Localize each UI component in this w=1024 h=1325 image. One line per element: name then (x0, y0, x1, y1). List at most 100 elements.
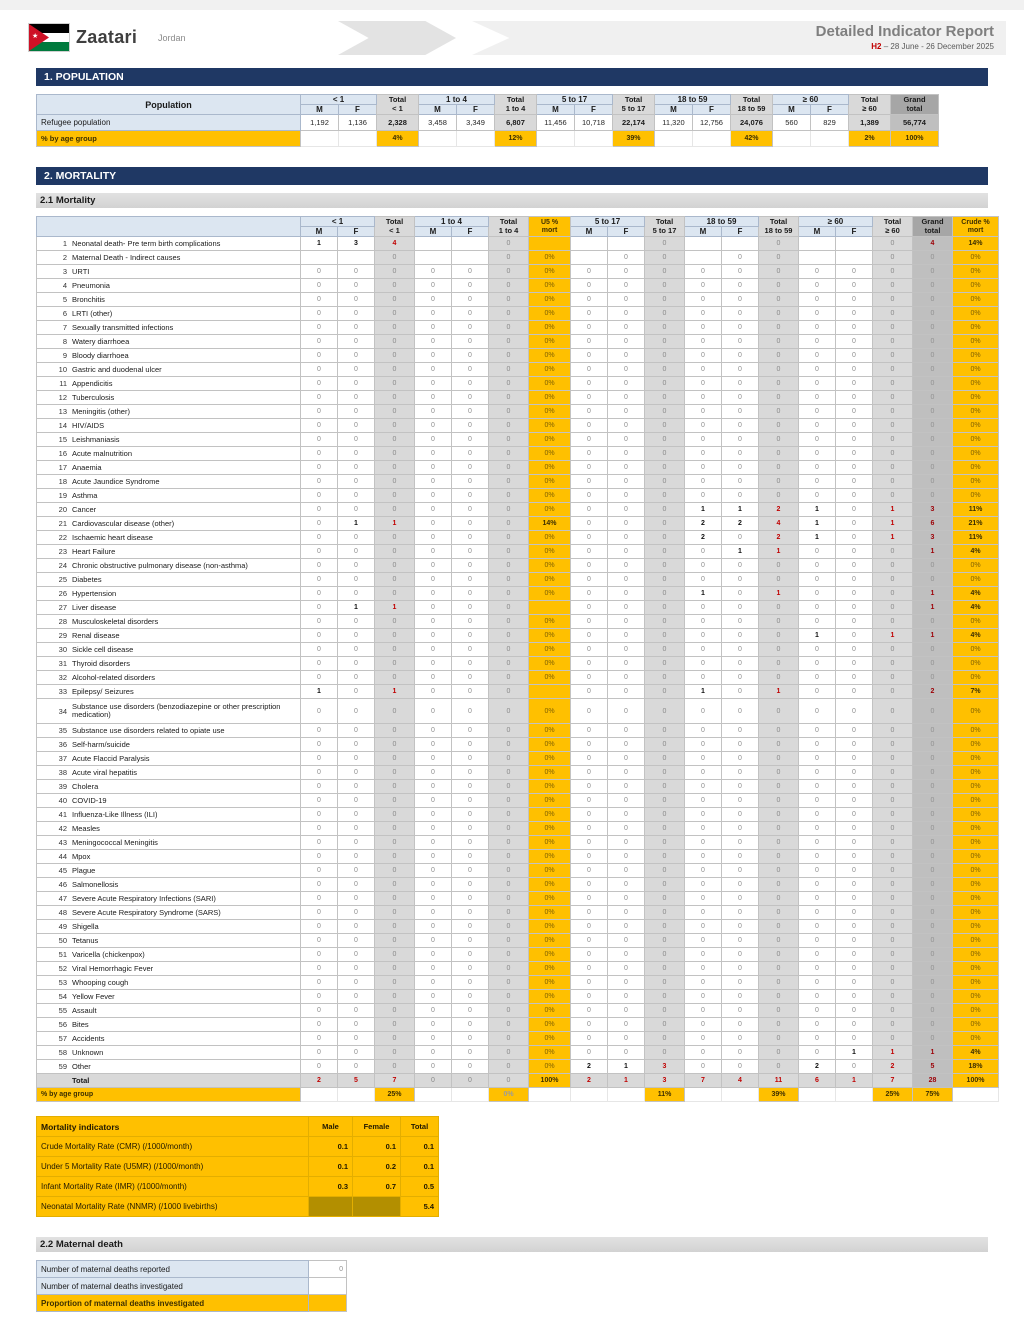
report-period: H2 – 28 June - 26 December 2025 (816, 42, 994, 51)
cell-m-60plus: 0 (798, 446, 836, 461)
cell-total-1to4: 0 (488, 656, 529, 671)
cell-u5-pct-mort: 0% (528, 919, 571, 934)
cause-label: 1 Neonatal death- Pre term birth complica… (38, 239, 300, 248)
cell-total-5to17: 0 (644, 933, 685, 948)
cell-total-18to59: 0 (758, 863, 799, 878)
cell-f-under1: 0 (337, 460, 375, 475)
mortality-row: 18 Acute Jaundice Syndrome 0 0 0 0 0 0 0% 0 0 0 0 0 0 0… (36, 474, 999, 489)
cell-f-1to4: 0 (451, 418, 489, 433)
cell-f-under1: 0 (337, 558, 375, 573)
section-population-bar: 1. POPULATION (36, 68, 988, 86)
cause-label: 23 Heart Failure (38, 547, 300, 556)
cell-f-60plus: 0 (835, 642, 873, 657)
cell-m-1to4: 0 (414, 779, 452, 794)
cell-total-under1: 0 (374, 404, 415, 419)
cause-label: 35 Substance use disorders related to opi… (38, 726, 300, 735)
sex-header: F (456, 104, 495, 115)
cell-crude-pct-mort: 0% (952, 835, 999, 850)
cell-grand-total: 0 (912, 390, 953, 405)
cell-crude-pct-mort: 0% (952, 975, 999, 990)
cell-total-1to4: 0 (488, 1017, 529, 1032)
cell-f-60plus: 0 (835, 779, 873, 794)
cell-total-18to59: 0 (758, 614, 799, 629)
cell-total-under1: 0 (374, 947, 415, 962)
cell-m-60plus: 0 (798, 418, 836, 433)
cell-total-1to4: 0 (488, 600, 529, 615)
cell-total-1to4: 0 (488, 737, 529, 752)
cell-crude-pct-mort: 0% (952, 390, 999, 405)
cell-m-1to4: 0 (414, 919, 452, 934)
total-cell-f-1to4: 0 (451, 1073, 489, 1088)
cell-m-1to4: 0 (414, 1059, 452, 1074)
cell-crude-pct-mort: 0% (952, 698, 999, 724)
cause-text: Alcohol-related disorders (72, 672, 155, 682)
cell-total-60plus: 0 (872, 723, 913, 738)
cell-total-18to59: 2 (758, 502, 799, 517)
cell-total-1to4: 0 (488, 390, 529, 405)
mortality-row-label: 49 Shigella (36, 919, 301, 934)
cell-total-1to4: 0 (488, 723, 529, 738)
cell-f-18to59: 2 (721, 516, 759, 531)
cell-total-under1: 0 (374, 821, 415, 836)
cell-f-under1: 0 (337, 544, 375, 559)
cell-m-under1: 0 (300, 292, 338, 307)
cell-total-60plus: 0 (872, 558, 913, 573)
maternal-row-value (308, 1277, 347, 1295)
cell-f-60plus: 0 (835, 947, 873, 962)
cell-f-1to4: 0 (451, 628, 489, 643)
cell-m-18to59: 0 (684, 793, 722, 808)
cell-total-18to59: 0 (758, 961, 799, 976)
mortality-row-label: 34 Substance use disorders (benzodiazepin… (36, 698, 301, 724)
cell-f-60plus: 0 (835, 418, 873, 433)
cell-m-under1: 0 (300, 919, 338, 934)
cell-total-1to4: 0 (488, 877, 529, 892)
total-column-header: Total ≥ 60 (848, 94, 891, 115)
cell-f-under1: 0 (337, 989, 375, 1004)
cell-f-60plus: 0 (835, 975, 873, 990)
cell-total-60plus: 0 (872, 835, 913, 850)
cell-crude-pct-mort: 0% (952, 821, 999, 836)
cell-total-under1: 0 (374, 628, 415, 643)
mortality-row: 38 Acute viral hepatitis 0 0 0 0 0 0 0% 0 0 0 0 0 0 0 0 0… (36, 765, 999, 780)
cause-number: 25 (58, 575, 67, 584)
cause-text: Gastric and duodenal ulcer (72, 364, 162, 374)
mortality-row: 58 Unknown 0 0 0 0 0 0 0% 0 0 0 0 0 0 0 1 1 1 4% (36, 1045, 999, 1060)
cell-f-18to59: 0 (721, 905, 759, 920)
cell-u5-pct-mort: 0% (528, 891, 571, 906)
cell-crude-pct-mort: 11% (952, 530, 999, 545)
cell-crude-pct-mort: 0% (952, 292, 999, 307)
cell-f-5to17: 0 (607, 320, 645, 335)
cell-total-60plus: 0 (872, 877, 913, 892)
cell-f-1to4: 0 (451, 292, 489, 307)
cell-f-60plus: 0 (835, 586, 873, 601)
cell-m-18to59: 0 (684, 488, 722, 503)
cell-f-60plus: 0 (835, 961, 873, 976)
cell-m-1to4 (414, 236, 452, 251)
cause-text: LRTI (other) (72, 308, 113, 318)
cell-f-under1: 0 (337, 446, 375, 461)
cell-f-5to17: 0 (607, 656, 645, 671)
cell-total-5to17: 0 (644, 905, 685, 920)
cell-m-18to59: 0 (684, 558, 722, 573)
cell-total-60plus: 0 (872, 821, 913, 836)
cell-m-under1: 0 (300, 362, 338, 377)
cell-grand-total: 0 (912, 446, 953, 461)
cause-number: 15 (58, 435, 67, 444)
cause-label: 29 Renal disease (38, 631, 300, 640)
cell-m-5to17: 0 (570, 821, 608, 836)
cell-total-1to4: 0 (488, 474, 529, 489)
cause-text: Acute malnutrition (72, 448, 133, 458)
cell-m-60plus: 0 (798, 278, 836, 293)
cell-m-18to59: 0 (684, 961, 722, 976)
cell-m-1to4: 0 (414, 446, 452, 461)
cell-m-5to17: 0 (570, 362, 608, 377)
cell-total-60plus: 0 (872, 698, 913, 724)
cell-grand-total: 0 (912, 779, 953, 794)
cell-f-60plus: 0 (835, 404, 873, 419)
chevron-band-decoration (472, 21, 1006, 55)
cell-total-18to59: 0 (758, 723, 799, 738)
cell-m-1to4: 0 (414, 1017, 452, 1032)
cell-m-18to59: 0 (684, 1045, 722, 1060)
cell-total-5to17: 0 (644, 656, 685, 671)
cell-grand-total: 0 (912, 656, 953, 671)
